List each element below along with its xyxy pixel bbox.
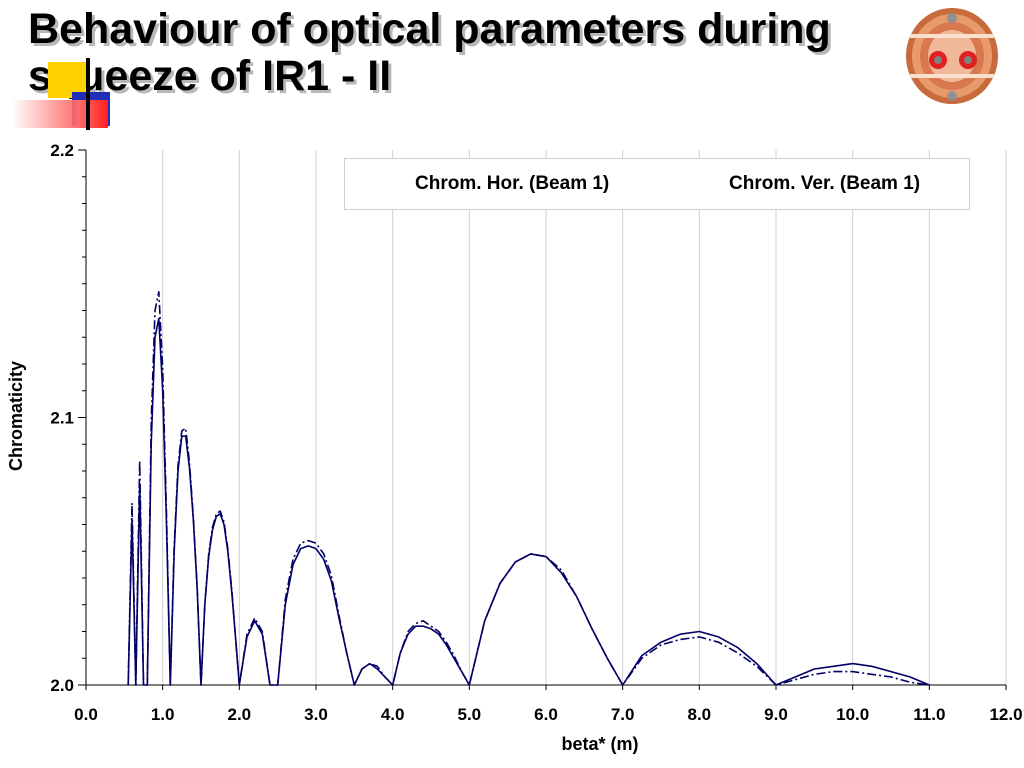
x-tick-label: 12.0 bbox=[989, 705, 1022, 724]
x-tick-label: 7.0 bbox=[611, 705, 635, 724]
x-tick-label: 10.0 bbox=[836, 705, 869, 724]
y-axis-label: Chromaticity bbox=[6, 361, 26, 471]
legend-swatch-solid bbox=[365, 173, 409, 175]
chart-legend: Chrom. Hor. (Beam 1) Chrom. Ver. (Beam 1… bbox=[344, 158, 970, 210]
y-tick-label: 2.0 bbox=[50, 676, 74, 695]
axes bbox=[78, 149, 1007, 690]
x-tick-label: 1.0 bbox=[151, 705, 175, 724]
tick-labels: 0.0 1.0 2.0 3.0 4.0 5.0 6.0 7.0 8.0 9.0 10.0 11.0 12… bbox=[50, 141, 1022, 724]
x-tick-label: 0.0 bbox=[74, 705, 98, 724]
x-tick-label: 11.0 bbox=[913, 705, 945, 724]
x-tick-label: 9.0 bbox=[764, 705, 788, 724]
x-tick-label: 8.0 bbox=[688, 705, 712, 724]
series-lines bbox=[127, 291, 930, 686]
y-tick-label: 2.2 bbox=[50, 141, 74, 160]
cern-magnet-logo-icon bbox=[906, 8, 998, 104]
legend-item-hor: Chrom. Hor. (Beam 1) bbox=[415, 173, 610, 194]
series-line-chrom-ver bbox=[127, 291, 930, 686]
grid-lines bbox=[162, 150, 1007, 685]
x-tick-label: 3.0 bbox=[304, 705, 328, 724]
x-tick-label: 6.0 bbox=[534, 705, 558, 724]
x-tick-label: 2.0 bbox=[228, 705, 252, 724]
decor-vertical-line bbox=[86, 58, 90, 130]
x-tick-label: 4.0 bbox=[381, 705, 405, 724]
legend-item-ver: Chrom. Ver. (Beam 1) bbox=[729, 173, 921, 194]
title-line-1: Behaviour of optical parameters during bbox=[28, 5, 831, 53]
x-axis-label: beta* (m) bbox=[561, 734, 638, 754]
decor-red-bar bbox=[12, 100, 108, 128]
x-tick-label: 5.0 bbox=[458, 705, 482, 724]
y-tick-label: 2.1 bbox=[50, 409, 74, 428]
legend-swatch-dashdot bbox=[679, 173, 723, 175]
